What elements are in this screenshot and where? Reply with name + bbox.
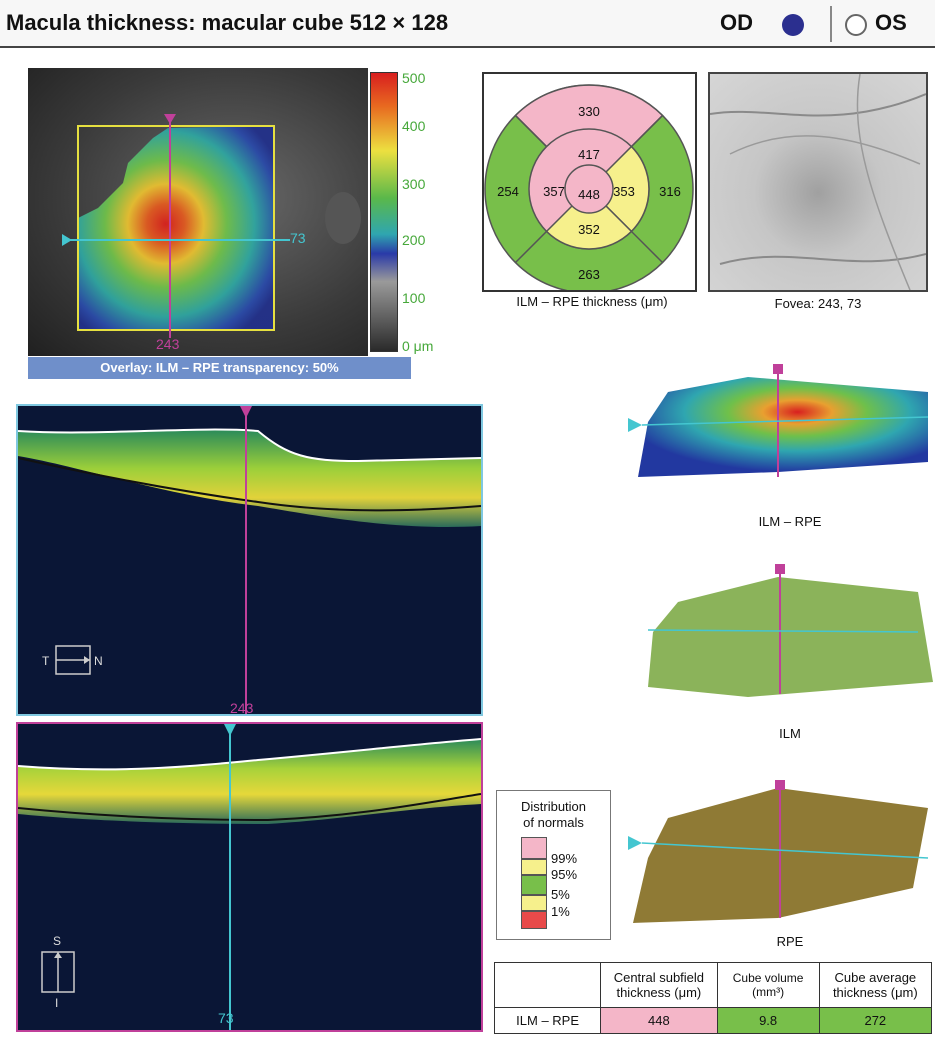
vertical-marker-value: 243 xyxy=(156,336,180,352)
legend-label-1: 1% xyxy=(551,904,570,919)
inner-temporal-value: 357 xyxy=(543,184,565,199)
surface-ilm-rpe[interactable] xyxy=(628,362,934,492)
scale-tick-100: 100 xyxy=(402,290,426,306)
normals-legend: Distribution of normals 99% 95% 5% 1% xyxy=(496,790,611,940)
row-label-ilm-rpe: ILM – RPE xyxy=(493,1006,602,1035)
bscan-horizontal[interactable]: T N 243 xyxy=(16,404,483,716)
os-radio[interactable] xyxy=(845,14,867,36)
outer-temporal-value: 254 xyxy=(497,184,519,199)
temporal-label: T xyxy=(42,654,50,668)
scan-box xyxy=(77,125,275,331)
outer-nasal-value: 316 xyxy=(659,184,681,199)
legend-label-99: 99% xyxy=(551,851,578,866)
etdrs-grid: 330 254 316 263 417 357 353 352 448 xyxy=(482,72,697,292)
inferior-label: I xyxy=(55,996,59,1010)
thickness-overlay xyxy=(78,126,273,330)
legend-label-5: 5% xyxy=(551,887,570,902)
legend-title-line2: of normals xyxy=(523,815,584,830)
fovea-image[interactable] xyxy=(708,72,928,292)
volume-header: Cube volume (mm³) xyxy=(716,962,820,1008)
volume-value: 9.8 xyxy=(716,1006,820,1035)
average-header-line2: thickness (μm) xyxy=(832,984,918,1000)
overlay-bar[interactable]: Overlay: ILM – RPE transparency: 50% xyxy=(28,357,411,379)
surface-rpe-caption: RPE xyxy=(776,934,804,949)
legend-swatch-green xyxy=(521,875,547,895)
os-label: OS xyxy=(875,10,907,35)
nasal-label: N xyxy=(94,654,103,668)
od-label: OD xyxy=(720,10,753,35)
legend-swatch-pink xyxy=(521,837,547,859)
horizontal-marker-value: 73 xyxy=(290,230,306,246)
scale-tick-300: 300 xyxy=(402,176,426,192)
surface-rpe[interactable] xyxy=(628,778,934,928)
csf-header-line2: thickness (μm) xyxy=(616,984,702,1000)
average-header: Cube average thickness (μm) xyxy=(818,962,933,1008)
legend-swatch-red xyxy=(521,911,547,929)
scale-tick-200: 200 xyxy=(402,232,426,248)
legend-title-line1: Distribution xyxy=(520,799,587,814)
table-corner-cell xyxy=(493,962,602,1008)
center-value: 448 xyxy=(578,187,600,202)
surface-ilm-caption: ILM xyxy=(779,726,801,741)
superior-label: S xyxy=(53,934,62,948)
surface-ilm-rpe-caption: ILM – RPE xyxy=(758,514,822,529)
outer-inferior-value: 263 xyxy=(578,267,600,282)
scale-tick-0: 0 μm xyxy=(402,338,434,354)
surface-ilm[interactable] xyxy=(628,562,934,702)
bscan-top-marker-value: 243 xyxy=(230,700,254,716)
bscan-bottom-marker-value: 73 xyxy=(218,1010,234,1026)
etdrs-caption: ILM – RPE thickness (μm) xyxy=(516,294,668,309)
fovea-caption: Fovea: 243, 73 xyxy=(774,296,862,311)
inner-inferior-value: 352 xyxy=(578,222,600,237)
legend-swatch-yellow-low xyxy=(521,895,547,911)
bscan-vertical[interactable]: S I 73 xyxy=(16,722,483,1032)
thickness-color-scale xyxy=(370,72,398,352)
results-table: Central subfield thickness (μm) Cube volu… xyxy=(493,962,933,1035)
volume-header-line1: Cube volume xyxy=(732,970,804,985)
average-header-line1: Cube average xyxy=(834,969,917,985)
outer-superior-value: 330 xyxy=(578,104,600,119)
inner-nasal-value: 353 xyxy=(613,184,635,199)
average-value: 272 xyxy=(818,1006,933,1035)
csf-header: Central subfield thickness (μm) xyxy=(600,962,718,1008)
legend-label-95: 95% xyxy=(551,867,578,882)
volume-header-line2: (mm³) xyxy=(752,984,785,999)
eye-divider xyxy=(830,6,832,42)
scale-tick-400: 400 xyxy=(402,118,426,134)
od-selected-radio[interactable] xyxy=(782,14,804,36)
legend-swatch-yellow xyxy=(521,859,547,875)
scale-tick-500: 500 xyxy=(402,70,426,86)
fundus-thickness-map[interactable]: 73 243 xyxy=(28,68,398,356)
inner-superior-value: 417 xyxy=(578,147,600,162)
optic-disc xyxy=(325,192,361,244)
csf-value: 448 xyxy=(600,1006,718,1035)
report-header: Macula thickness: macular cube 512 × 128… xyxy=(0,0,935,48)
report-title: Macula thickness: macular cube 512 × 128 xyxy=(6,10,449,35)
csf-header-line1: Central subfield xyxy=(613,969,705,985)
